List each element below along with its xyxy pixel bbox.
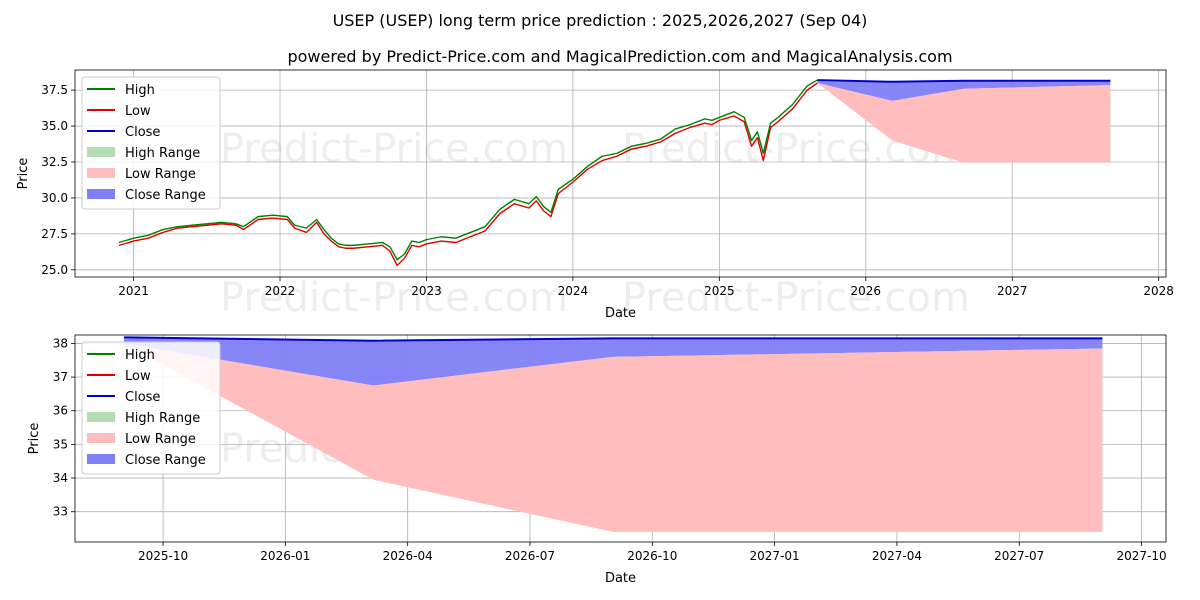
x-tick-label: 2023 [411, 284, 442, 298]
legend-label: Low Range [125, 432, 196, 447]
plot-frame [74, 69, 1167, 278]
x-tick-label: 2026-04 [383, 549, 433, 563]
y-axis-label: Price [27, 423, 42, 455]
y-tick-label: 37.5 [41, 83, 68, 97]
legend-swatch-high-range [87, 147, 115, 157]
x-tick-label: 2027-10 [1116, 549, 1166, 563]
series-line-low [118, 82, 818, 267]
x-tick-label: 2027-04 [872, 549, 922, 563]
x-tick-label: 2027 [997, 284, 1028, 298]
legend-swatch-close-range [87, 189, 115, 199]
legend-label: High Range [125, 411, 200, 426]
band-low-range [817, 82, 1111, 163]
x-tick-label: 2027-07 [994, 549, 1044, 563]
x-tick-label: 2021 [118, 284, 149, 298]
watermark-text: Predict-Price.com [622, 275, 970, 321]
plot-area [118, 79, 1111, 267]
y-tick-label: 35 [53, 437, 68, 451]
x-axis-label: Date [605, 571, 636, 586]
x-tick-label: 2022 [265, 284, 296, 298]
watermark-text: Predict-Price.com [220, 275, 568, 321]
series-line-high [118, 79, 818, 261]
legend-label: High [125, 83, 155, 98]
x-tick-label: 2025 [704, 284, 735, 298]
legend-label: Close [125, 390, 160, 405]
y-tick-label: 34 [53, 471, 68, 485]
legend-swatch-high-range [87, 412, 115, 422]
y-tick-label: 32.5 [41, 155, 68, 169]
y-tick-label: 38 [53, 336, 68, 350]
x-tick-label: 2024 [558, 284, 589, 298]
band-close-range [123, 338, 1103, 386]
y-tick-label: 37 [53, 370, 68, 384]
band-close-range [817, 80, 1111, 101]
legend-swatch-close-range [87, 454, 115, 464]
x-tick-label: 2028 [1143, 284, 1174, 298]
plot-frame [74, 334, 1167, 543]
legend-label: Low Range [125, 167, 196, 182]
chart-subtitle: powered by Predict-Price.com and Magical… [287, 47, 952, 66]
y-axis-label: Price [16, 158, 31, 190]
legend-swatch-low-range [87, 433, 115, 443]
x-tick-label: 2026-07 [505, 549, 555, 563]
x-axis-label: Date [605, 306, 636, 321]
legend-swatch-low-range [87, 168, 115, 178]
legend-box [81, 341, 221, 475]
y-tick-label: 35.0 [41, 119, 68, 133]
legend-box [81, 76, 221, 210]
y-tick-label: 25.0 [41, 263, 68, 277]
y-tick-label: 36 [53, 404, 68, 418]
series-line-close [123, 336, 1103, 342]
x-tick-label: 2027-01 [750, 549, 800, 563]
x-tick-label: 2026-01 [260, 549, 310, 563]
legend-label: Close Range [125, 188, 206, 203]
y-tick-label: 30.0 [41, 191, 68, 205]
legend-label: High Range [125, 146, 200, 161]
chart-title: USEP (USEP) long term price prediction :… [333, 11, 868, 30]
forecast-panel: Predict-Price.comPredict-Price.com2025-1… [27, 334, 1167, 586]
legend-label: Close Range [125, 453, 206, 468]
y-tick-label: 27.5 [41, 227, 68, 241]
history-panel: Predict-Price.com Predict-Price.com Predic… [16, 69, 1174, 321]
band-low-range [123, 343, 1103, 532]
legend-label: Low [125, 104, 151, 119]
plot-area [123, 336, 1103, 532]
legend-label: High [125, 348, 155, 363]
x-tick-label: 2026 [851, 284, 882, 298]
y-tick-label: 33 [53, 505, 68, 519]
legend-label: Close [125, 125, 160, 140]
legend-label: Low [125, 369, 151, 384]
x-tick-label: 2026-10 [627, 549, 677, 563]
series-line-close [817, 79, 1111, 83]
watermark-text: Predict-Price.com [220, 126, 568, 172]
x-tick-label: 2025-10 [138, 549, 188, 563]
